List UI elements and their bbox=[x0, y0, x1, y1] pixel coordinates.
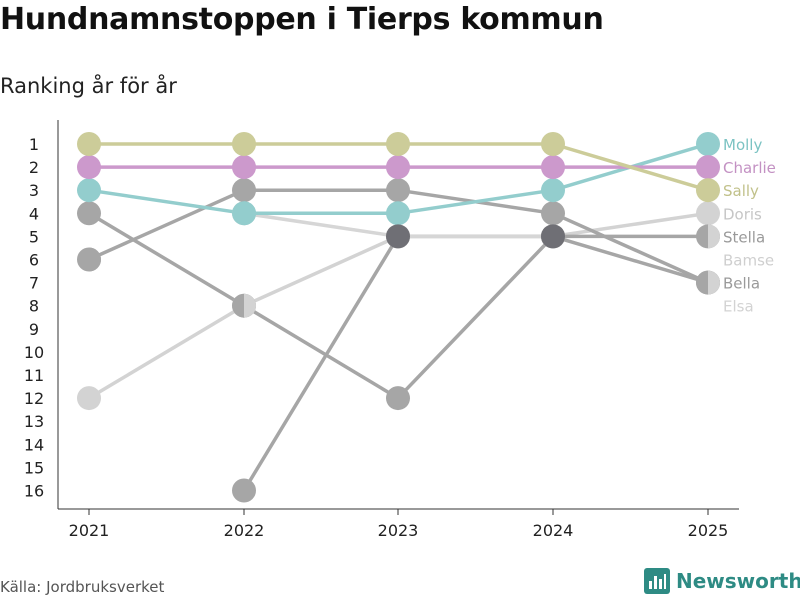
y-tick-label: 12 bbox=[24, 389, 44, 408]
y-tick-label: 15 bbox=[24, 458, 44, 477]
point-stella-2022 bbox=[232, 478, 256, 503]
point-sally-2024 bbox=[541, 132, 565, 156]
series-label-bella: Bella bbox=[723, 275, 760, 293]
point-charlie-2021 bbox=[77, 155, 101, 180]
point-molly-2023 bbox=[386, 201, 410, 226]
series-label-charlie: Charlie bbox=[723, 159, 776, 177]
series-label-bamse: Bamse bbox=[723, 252, 774, 270]
point-elsa-2024 bbox=[541, 201, 565, 226]
point-charlie-2022 bbox=[232, 155, 256, 180]
tie-marker-2022-rank8 bbox=[244, 293, 256, 318]
point-elsa-2022 bbox=[232, 178, 256, 203]
brand-logo: Newsworthy bbox=[644, 568, 800, 594]
x-tick-label: 2024 bbox=[533, 521, 574, 540]
point-sally-2022 bbox=[232, 132, 256, 156]
y-tick-label: 14 bbox=[24, 435, 44, 454]
point-bella-2023 bbox=[386, 386, 410, 411]
series-label-molly: Molly bbox=[723, 136, 762, 154]
y-tick-label: 13 bbox=[24, 412, 44, 431]
y-tick-label: 16 bbox=[24, 482, 44, 501]
series-label-doris: Doris bbox=[723, 205, 762, 223]
y-tick-label: 6 bbox=[29, 251, 39, 270]
point-doris-2025 bbox=[696, 201, 720, 226]
bar-chart-icon bbox=[644, 568, 670, 594]
x-tick-label: 2023 bbox=[378, 521, 419, 540]
point-molly-2025 bbox=[696, 132, 720, 156]
point-molly-2024 bbox=[541, 178, 565, 203]
y-tick-label: 4 bbox=[29, 204, 39, 223]
point-elsa-2023 bbox=[386, 178, 410, 203]
tie-marker-2024-rank5 bbox=[541, 224, 565, 249]
point-sally-2021 bbox=[77, 132, 101, 156]
tie-marker-2022-rank4 bbox=[244, 201, 256, 226]
tie-marker-2025-rank7 bbox=[708, 270, 720, 295]
point-doris-2021 bbox=[77, 386, 101, 411]
series-label-elsa: Elsa bbox=[723, 298, 754, 316]
y-tick-label: 5 bbox=[29, 227, 39, 246]
x-tick-label: 2022 bbox=[224, 521, 265, 540]
x-tick-label: 2021 bbox=[69, 521, 110, 540]
point-sally-2023 bbox=[386, 132, 410, 156]
chart-subtitle: Ranking år för år bbox=[0, 74, 177, 98]
tie-marker-2025-rank5 bbox=[708, 224, 720, 249]
x-tick-label: 2025 bbox=[688, 521, 729, 540]
point-charlie-2025 bbox=[696, 155, 720, 180]
chart-title: Hundnamnstoppen i Tierps kommun bbox=[0, 2, 604, 37]
point-bella-2021 bbox=[77, 201, 101, 226]
point-sally-2025 bbox=[696, 178, 720, 203]
brand-name: Newsworthy bbox=[676, 569, 800, 593]
source-note: Källa: Jordbruksverket bbox=[0, 578, 165, 596]
tie-marker-2021-rank6 bbox=[89, 247, 101, 272]
series-label-sally: Sally bbox=[723, 182, 759, 200]
point-charlie-2023 bbox=[386, 155, 410, 180]
y-tick-label: 1 bbox=[29, 135, 39, 154]
y-tick-label: 8 bbox=[29, 297, 39, 316]
point-charlie-2024 bbox=[541, 155, 565, 180]
y-tick-label: 9 bbox=[29, 320, 39, 339]
y-tick-label: 10 bbox=[24, 343, 44, 362]
y-tick-label: 7 bbox=[29, 274, 39, 293]
tie-marker-2023-rank5 bbox=[386, 224, 410, 249]
y-tick-label: 3 bbox=[29, 181, 39, 200]
y-tick-label: 2 bbox=[29, 158, 39, 177]
series-label-stella: Stella bbox=[723, 228, 765, 246]
point-molly-2021 bbox=[77, 178, 101, 203]
y-tick-label: 11 bbox=[24, 366, 44, 385]
